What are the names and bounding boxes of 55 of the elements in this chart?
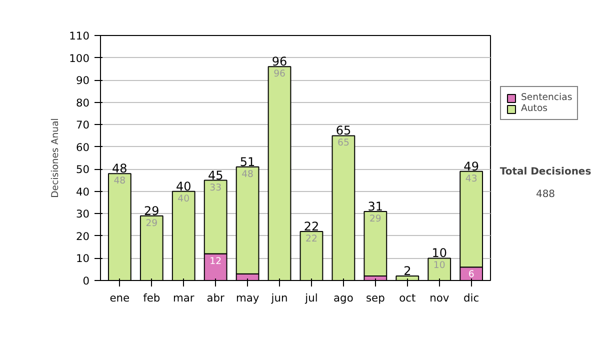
total-label: 40 xyxy=(176,179,192,194)
total-label: 45 xyxy=(208,168,224,182)
x-tick-label: ago xyxy=(334,292,354,304)
y-tick-label: 40 xyxy=(76,185,90,198)
x-tick-label: mar xyxy=(172,292,195,304)
x-tick-label: feb xyxy=(143,292,160,304)
y-tick-label: 10 xyxy=(76,252,90,266)
y-tick-label: 30 xyxy=(76,208,90,221)
data-label: 22 xyxy=(306,234,318,244)
legend-label: Autos xyxy=(521,103,548,114)
x-tick-label: oct xyxy=(399,292,416,304)
data-label: 10 xyxy=(433,260,446,272)
data-label: 48 xyxy=(242,168,254,180)
x-tick-label: may xyxy=(236,292,260,304)
data-label: 43 xyxy=(465,173,478,184)
y-tick-label: 60 xyxy=(76,140,90,154)
total-label: 65 xyxy=(336,124,352,138)
y-axis-title: Decisiones Anual xyxy=(50,118,62,198)
data-label: 40 xyxy=(178,193,190,204)
x-tick-label: sep xyxy=(366,292,386,304)
y-tick-label: 20 xyxy=(76,230,90,243)
data-label: 12 xyxy=(210,256,222,267)
text: Total Decisiones xyxy=(500,166,592,178)
data-label: 29 xyxy=(146,218,158,229)
data-label: 6 xyxy=(468,269,474,280)
total-label: 10 xyxy=(432,246,447,260)
total-label: 49 xyxy=(464,159,479,174)
total-label: 96 xyxy=(272,54,288,69)
x-tick-label: jun xyxy=(270,292,288,304)
y-tick-label: 0 xyxy=(82,274,90,288)
x-tick-label: jul xyxy=(304,292,318,304)
y-tick-label: 100 xyxy=(69,52,90,65)
total-label: 31 xyxy=(368,199,384,214)
y-tick-label: 50 xyxy=(76,163,90,176)
text: 488 xyxy=(536,189,556,200)
total-label: 22 xyxy=(304,220,320,234)
x-tick-label: ene xyxy=(110,292,130,304)
y-tick-label: 80 xyxy=(76,96,90,110)
bar xyxy=(364,210,388,277)
y-tick-label: 90 xyxy=(76,74,90,88)
data-label: 33 xyxy=(210,182,222,194)
x-tick-label: abr xyxy=(206,292,226,304)
x-tick-label: dic xyxy=(464,292,480,304)
y-tick-label: 110 xyxy=(69,30,90,42)
data-label: 65 xyxy=(338,138,350,149)
data-label: 96 xyxy=(274,68,286,80)
x-tick-label: nov xyxy=(430,292,450,304)
y-tick-label: 70 xyxy=(76,118,90,132)
data-label: 29 xyxy=(369,213,382,224)
total-label: 2 xyxy=(404,264,412,278)
total-label: 29 xyxy=(144,204,160,218)
legend-label: Sentencias xyxy=(521,92,572,103)
total-label: 48 xyxy=(112,162,128,176)
data-label: 48 xyxy=(114,176,126,187)
total-label: 51 xyxy=(240,154,256,169)
